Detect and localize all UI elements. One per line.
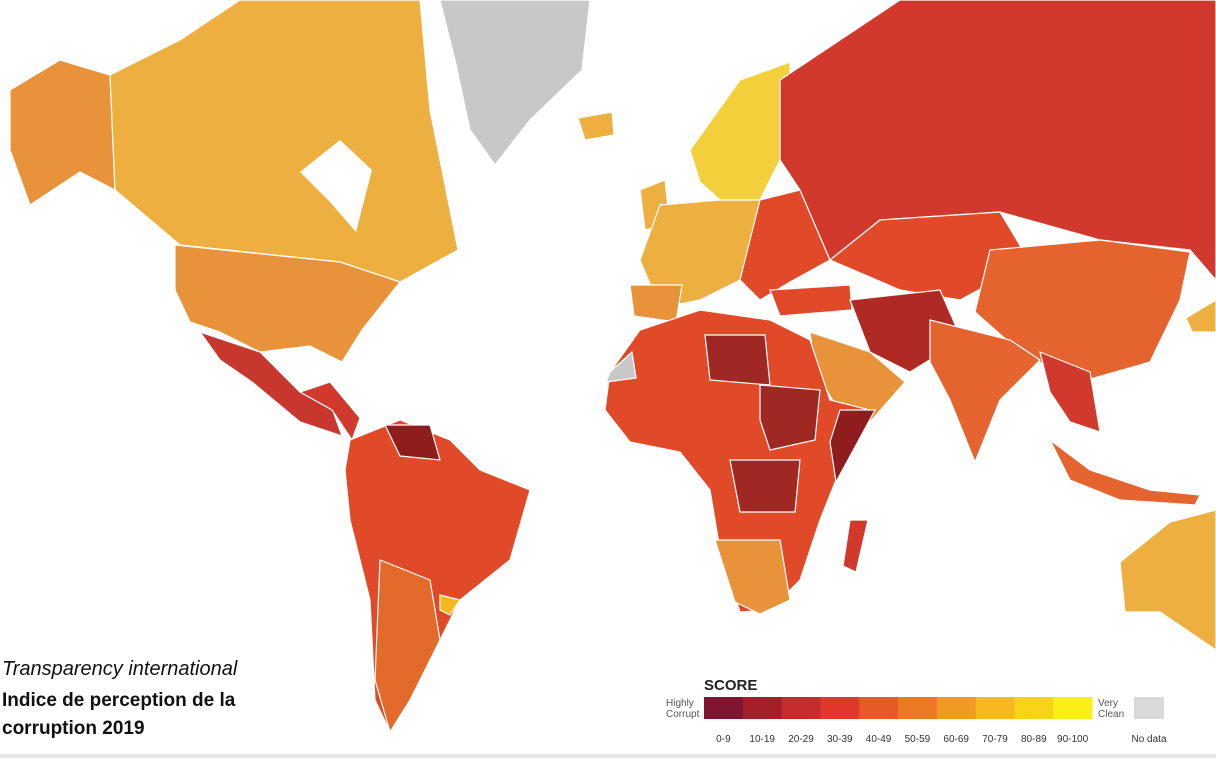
- legend-swatch: [742, 697, 783, 719]
- usa: [174, 244, 402, 363]
- madagascar: [842, 519, 869, 573]
- caption-title-line: corruption 2019: [2, 718, 145, 739]
- legend-high-label: Clean: [1098, 709, 1124, 720]
- greenland: [439, 0, 591, 167]
- india: [929, 319, 1041, 464]
- iberia: [629, 284, 683, 323]
- legend-bin-label: 40-49: [866, 734, 892, 745]
- scandinavia: [689, 61, 791, 201]
- legend-swatch: [859, 697, 899, 719]
- southeast-asia: [1039, 351, 1101, 433]
- congo: [729, 459, 801, 513]
- legend-bin-label: 60-69: [943, 734, 969, 745]
- alaska: [9, 59, 116, 206]
- legend-bin-label: 90-100: [1057, 734, 1089, 745]
- legend-swatch: [975, 697, 1015, 719]
- mexico: [198, 330, 343, 437]
- china: [974, 239, 1191, 383]
- legend-bin-label: 0-9: [716, 734, 731, 745]
- hudson-bay: [300, 140, 372, 232]
- legend-swatch: [704, 697, 744, 719]
- legend-swatch: [781, 697, 821, 719]
- caption-title-line: Indice de perception de la: [2, 690, 236, 711]
- legend-title: SCORE: [704, 677, 757, 694]
- legend-no-data-label: No data: [1131, 734, 1166, 745]
- central-america: [298, 381, 361, 442]
- legend-bin-label: 10-19: [749, 734, 775, 745]
- turkey: [769, 284, 853, 317]
- south-america: [344, 419, 531, 734]
- russia: [779, 0, 1216, 281]
- somalia: [829, 409, 877, 484]
- countries: [9, 0, 1216, 734]
- legend-low-label: Corrupt: [666, 709, 700, 720]
- libya: [704, 334, 771, 386]
- iceland: [577, 111, 615, 141]
- indonesia: [1049, 439, 1201, 506]
- legend-no-data-swatch: [1134, 697, 1164, 719]
- legend-swatch: [1053, 697, 1093, 719]
- australia: [1119, 509, 1216, 651]
- western-sahara: [605, 350, 637, 383]
- sudan: [759, 384, 821, 451]
- legend-bin-label: 70-79: [982, 734, 1008, 745]
- legend-swatch: [820, 697, 860, 719]
- legend-low-label: Highly: [666, 698, 694, 709]
- argentina: [374, 559, 441, 734]
- legend-high-label: Very: [1098, 698, 1118, 709]
- legend-bin-label: 30-39: [827, 734, 853, 745]
- legend-bin-label: 80-89: [1021, 734, 1047, 745]
- japan: [1185, 299, 1216, 333]
- legend-bin-label: 50-59: [905, 734, 931, 745]
- uruguay: [439, 594, 461, 616]
- canada: [109, 0, 459, 283]
- legend-bin-label: 20-29: [788, 734, 814, 745]
- legend-swatch: [898, 697, 938, 719]
- caption-source: Transparency international: [2, 658, 238, 680]
- venezuela: [384, 424, 441, 461]
- southern-africa: [714, 539, 791, 615]
- legend-swatch: [936, 697, 977, 719]
- legend-swatch: [1014, 697, 1054, 719]
